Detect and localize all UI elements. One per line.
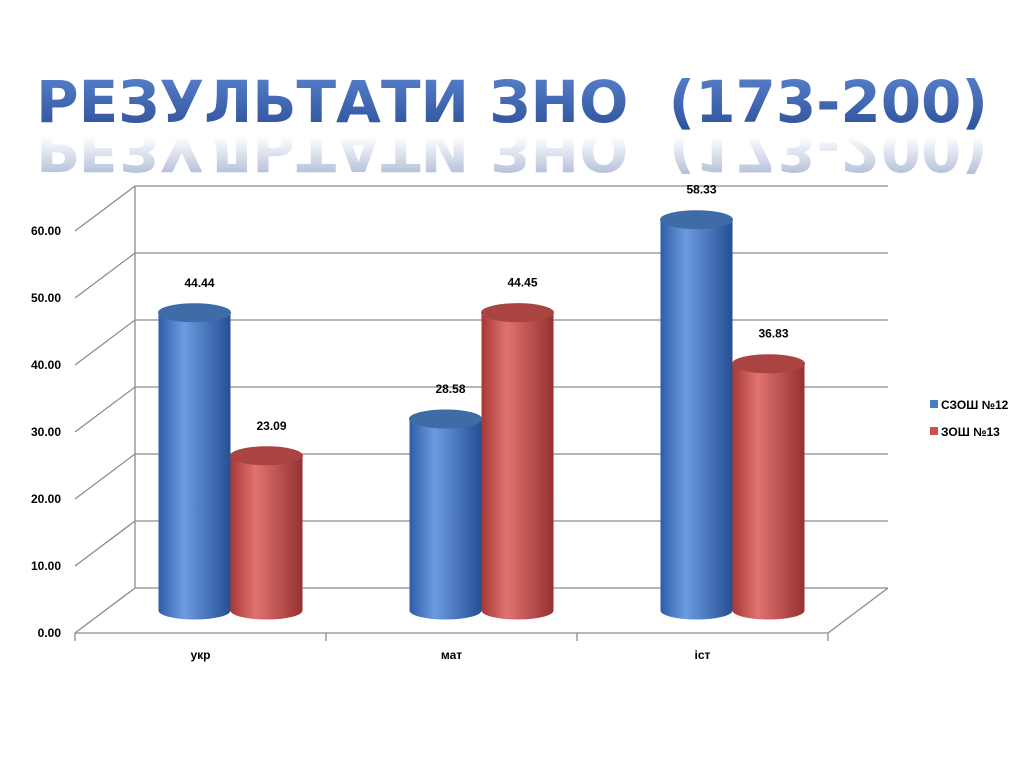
plot-area: 0.00 10.00 20.00 30.00 40.00 50.00 60.00 укр 44.… [31,183,1009,662]
grid-line [74,386,888,433]
grid-line [74,252,888,299]
legend-label: ЗОШ №13 [941,425,1000,439]
cylinder-top [481,303,554,323]
x-tick-label: іст [695,648,711,662]
y-tick-label: 20.00 [31,492,61,506]
data-label: 44.44 [184,276,214,290]
data-label: 44.45 [507,276,537,290]
x-tick-label: мат [441,648,462,662]
y-tick-label: 0.00 [38,626,62,640]
chart-title: РЕЗУЛЬТАТИ ЗНО (173-200) [36,68,988,136]
grid-line [74,587,888,634]
y-tick-label: 10.00 [31,559,61,573]
y-tick-label: 50.00 [31,291,61,305]
grid-line [74,453,888,500]
data-label: 28.58 [435,382,465,396]
y-tick-label: 60.00 [31,224,61,238]
legend-label: СЗОШ №12 [941,398,1009,412]
chart-title-reflection: РЕЗУЛЬТАТИ ЗНО (173-200) [36,116,988,184]
legend-swatch [930,400,938,408]
grid-line [74,185,888,232]
bar [732,363,805,611]
bar [158,312,231,611]
cylinder-top [660,210,733,230]
grid-line [74,520,888,567]
cylinder-top [230,446,303,466]
data-label: 23.09 [256,419,286,433]
grid-line [74,319,888,366]
cylinder-top [732,354,805,374]
bar [230,455,303,611]
bar [481,312,554,611]
data-label: 36.83 [758,327,788,341]
y-tick-label: 40.00 [31,358,61,372]
bar [409,419,482,611]
data-label: 58.33 [686,183,716,197]
cylinder-top [158,303,231,323]
cylinder-top [409,409,482,429]
floor-edge [827,587,889,634]
x-tick-label: укр [190,648,210,662]
legend-swatch [930,427,938,435]
y-tick-label: 30.00 [31,425,61,439]
bar [660,219,733,611]
